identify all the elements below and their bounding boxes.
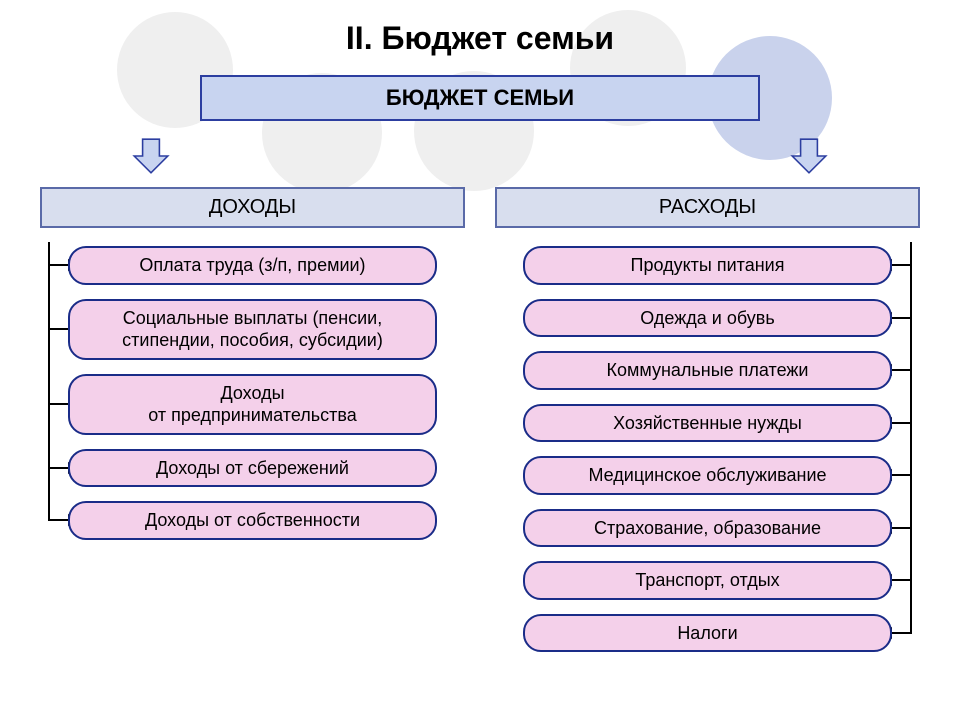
expense-column: РАСХОДЫ Продукты питания Одежда и обувь Ко…	[495, 187, 920, 666]
main-budget-box: БЮДЖЕТ СЕМЬИ	[200, 75, 760, 121]
expense-header: РАСХОДЫ	[495, 187, 920, 228]
income-item: Доходы от собственности	[68, 501, 437, 540]
down-arrow-right-icon	[788, 137, 830, 175]
expense-item: Хозяйственные нужды	[523, 404, 892, 443]
income-item: Доходы от сбережений	[68, 449, 437, 488]
expense-item: Одежда и обувь	[523, 299, 892, 338]
income-column: ДОХОДЫ Оплата труда (з/п, премии) Социаль…	[40, 187, 465, 666]
expense-item: Налоги	[523, 614, 892, 653]
expense-spine	[910, 242, 912, 633]
income-item: Социальные выплаты (пенсии, стипендии, п…	[68, 299, 437, 360]
income-header: ДОХОДЫ	[40, 187, 465, 228]
slide-title: II. Бюджет семьи	[40, 20, 920, 57]
slide-container: II. Бюджет семьи БЮДЖЕТ СЕМЬИ ДОХОДЫ Опл…	[0, 0, 960, 720]
income-item: Оплата труда (з/п, премии)	[68, 246, 437, 285]
expense-item: Коммунальные платежи	[523, 351, 892, 390]
expense-items-wrap: Продукты питания Одежда и обувь Коммунальн…	[495, 246, 920, 652]
expense-item: Транспорт, отдых	[523, 561, 892, 600]
columns-container: ДОХОДЫ Оплата труда (з/п, премии) Социаль…	[40, 187, 920, 666]
expense-item: Страхование, образование	[523, 509, 892, 548]
income-item: Доходыот предпринимательства	[68, 374, 437, 435]
arrows-row	[130, 137, 830, 175]
expense-item: Продукты питания	[523, 246, 892, 285]
expense-item: Медицинское обслуживание	[523, 456, 892, 495]
income-spine	[48, 242, 50, 520]
down-arrow-left-icon	[130, 137, 172, 175]
income-items-wrap: Оплата труда (з/п, премии) Социальные вып…	[40, 246, 465, 540]
